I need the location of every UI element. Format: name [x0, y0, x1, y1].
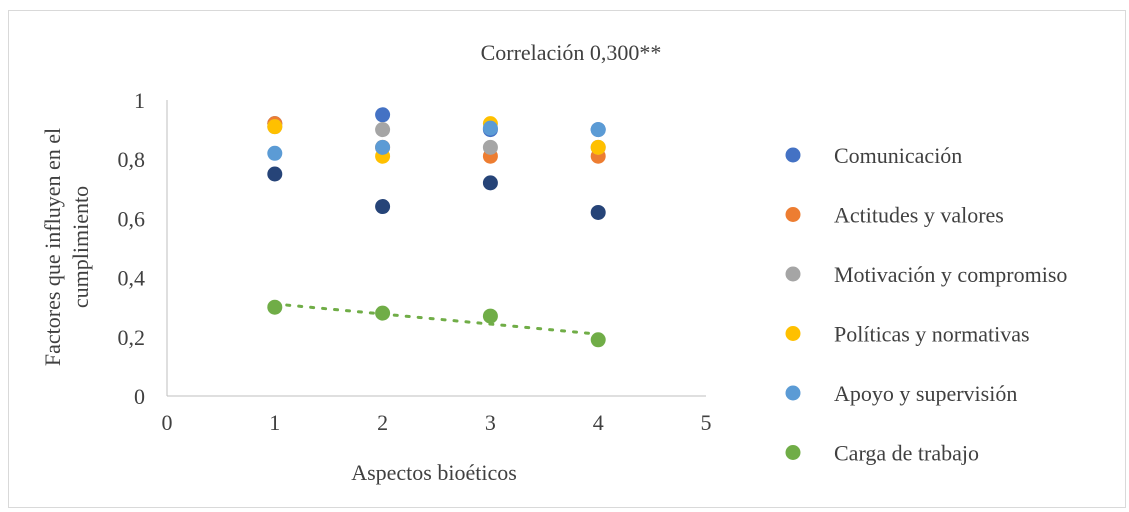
data-point — [590, 139, 606, 155]
y-tick-label: 0 — [134, 384, 145, 409]
x-tick-label: 2 — [377, 410, 388, 435]
y-axis-title-line-2: cumplimiento — [68, 186, 93, 308]
data-point — [375, 107, 391, 123]
data-point — [375, 305, 391, 321]
legend-label: Políticas y normativas — [834, 322, 1030, 347]
data-point — [267, 299, 283, 315]
chart-title: Correlación 0,300** — [481, 40, 662, 65]
data-point — [375, 199, 391, 215]
legend-label: Apoyo y supervisión — [834, 381, 1017, 406]
chart-frame — [8, 10, 1126, 508]
legend-marker — [785, 266, 801, 282]
data-point — [482, 120, 498, 136]
trendline — [273, 302, 600, 336]
y-axis-title: Factores que influyen en el cumplimiento — [40, 128, 93, 366]
legend-label: Actitudes y valores — [834, 203, 1004, 228]
y-tick-label: 0,2 — [118, 325, 146, 350]
data-point — [267, 166, 283, 182]
y-tick-label: 0,8 — [118, 147, 146, 172]
x-tick-label: 1 — [269, 410, 280, 435]
data-point — [590, 122, 606, 138]
x-tick-label: 0 — [162, 410, 173, 435]
data-points — [267, 107, 606, 348]
y-axis-title-line-1: Factores que influyen en el — [40, 128, 65, 366]
x-tick-label: 5 — [701, 410, 712, 435]
data-point — [267, 145, 283, 161]
legend-label: Carga de trabajo — [834, 441, 979, 466]
legend-marker — [785, 385, 801, 401]
trendline-group — [273, 302, 600, 336]
x-tick-label: 4 — [593, 410, 604, 435]
legend-marker — [785, 445, 801, 460]
data-point — [482, 139, 498, 155]
legend-marker — [785, 326, 801, 341]
x-tick-label: 3 — [485, 410, 496, 435]
data-point — [482, 175, 498, 191]
legend-marker — [785, 207, 801, 222]
legend: Comunicación Actitudes y valores Motivació… — [785, 143, 1067, 466]
data-point — [375, 122, 391, 138]
data-point — [267, 119, 283, 135]
legend-label: Motivación y compromiso — [834, 262, 1067, 287]
axes: 0 1 2 3 4 5 0 0,2 0,4 0,6 0,8 1 — [118, 88, 712, 435]
legend-label: Comunicación — [834, 143, 962, 168]
data-point — [375, 139, 391, 155]
data-point — [482, 308, 498, 324]
y-tick-label: 0,4 — [118, 266, 146, 291]
y-tick-label: 1 — [134, 88, 145, 113]
data-point — [590, 332, 606, 348]
y-tick-label: 0,6 — [118, 206, 146, 231]
x-axis-title: Aspectos bioéticos — [351, 460, 517, 485]
data-point — [590, 204, 606, 220]
legend-marker — [785, 147, 801, 163]
